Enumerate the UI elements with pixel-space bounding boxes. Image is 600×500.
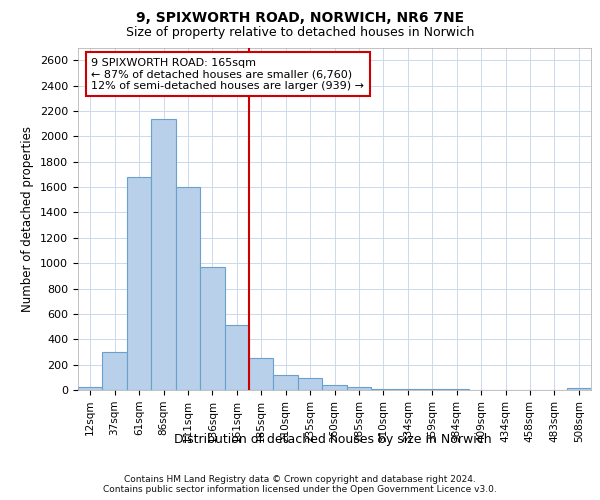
Text: Contains HM Land Registry data © Crown copyright and database right 2024.
Contai: Contains HM Land Registry data © Crown c… <box>103 474 497 494</box>
Bar <box>176 187 200 390</box>
Bar <box>103 352 127 390</box>
Bar <box>298 378 322 390</box>
Bar <box>395 389 420 390</box>
Text: 9, SPIXWORTH ROAD, NORWICH, NR6 7NE: 9, SPIXWORTH ROAD, NORWICH, NR6 7NE <box>136 11 464 25</box>
Bar <box>322 385 347 390</box>
Text: Size of property relative to detached houses in Norwich: Size of property relative to detached ho… <box>126 26 474 39</box>
Bar <box>347 388 371 390</box>
Bar <box>127 177 151 390</box>
Bar <box>224 326 249 390</box>
Bar <box>566 388 591 390</box>
Text: 9 SPIXWORTH ROAD: 165sqm
← 87% of detached houses are smaller (6,760)
12% of sem: 9 SPIXWORTH ROAD: 165sqm ← 87% of detach… <box>91 58 364 91</box>
Bar <box>151 118 176 390</box>
Bar <box>371 388 395 390</box>
Y-axis label: Number of detached properties: Number of detached properties <box>22 126 34 312</box>
Bar <box>200 267 224 390</box>
Bar <box>78 388 103 390</box>
Text: Distribution of detached houses by size in Norwich: Distribution of detached houses by size … <box>174 432 492 446</box>
Bar <box>274 375 298 390</box>
Bar <box>249 358 274 390</box>
